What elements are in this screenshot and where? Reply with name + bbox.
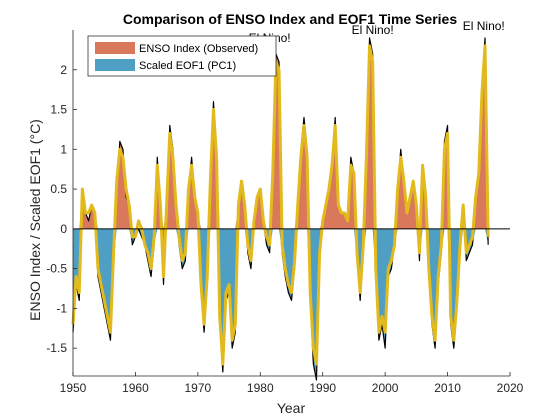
y-tick-label: 0.5 — [50, 182, 67, 196]
x-tick-label: 1980 — [247, 381, 274, 395]
x-axis-label: Year — [277, 400, 306, 416]
x-tick-label: 1990 — [309, 381, 336, 395]
y-tick-label: -0.5 — [46, 262, 67, 276]
y-ticks: -1.5 -1 -0.5 0 0.5 1 1.5 2 — [46, 63, 77, 355]
legend-swatch-enso — [95, 42, 135, 54]
annotation-el-nino: El Nino! — [352, 23, 394, 37]
y-tick-label: -1 — [56, 301, 67, 315]
y-tick-label: 1 — [60, 142, 67, 156]
legend-swatch-eof1 — [95, 59, 135, 71]
axes: 1950 1960 1970 1980 1990 2000 2010 2020 -1.5-1-… — [46, 30, 524, 395]
x-tick-label: 2020 — [497, 381, 524, 395]
legend-entry-eof1: Scaled EOF1 (PC1) — [139, 60, 236, 72]
plot-area — [71, 37, 510, 381]
x-tick-label: 2000 — [372, 381, 399, 395]
chart-title: Comparison of ENSO Index and EOF1 Time S… — [123, 11, 457, 27]
x-tick-label: 1970 — [185, 381, 212, 395]
x-tick-label: 1950 — [60, 381, 87, 395]
x-ticks: 1950 1960 1970 1980 1990 2000 2010 2020 — [60, 372, 524, 395]
x-tick-label: 2010 — [434, 381, 461, 395]
y-axis-label: ENSO Index / Scaled EOF1 (°C) — [27, 119, 43, 321]
series-line-eof1 — [71, 44, 490, 366]
y-tick-label: 1.5 — [50, 103, 67, 117]
y-tick-label: 2 — [60, 63, 67, 77]
legend: ENSO Index (Observed) Scaled EOF1 (PC1) — [87, 35, 277, 77]
legend-entry-enso: ENSO Index (Observed) — [139, 43, 258, 55]
y-tick-label: -1.5 — [46, 341, 67, 355]
x-tick-label: 1960 — [122, 381, 149, 395]
annotation-el-nino: El Nino! — [463, 19, 505, 33]
negative-fill — [73, 228, 489, 380]
series-lines — [71, 37, 490, 381]
y-tick-label: 0 — [60, 222, 67, 236]
